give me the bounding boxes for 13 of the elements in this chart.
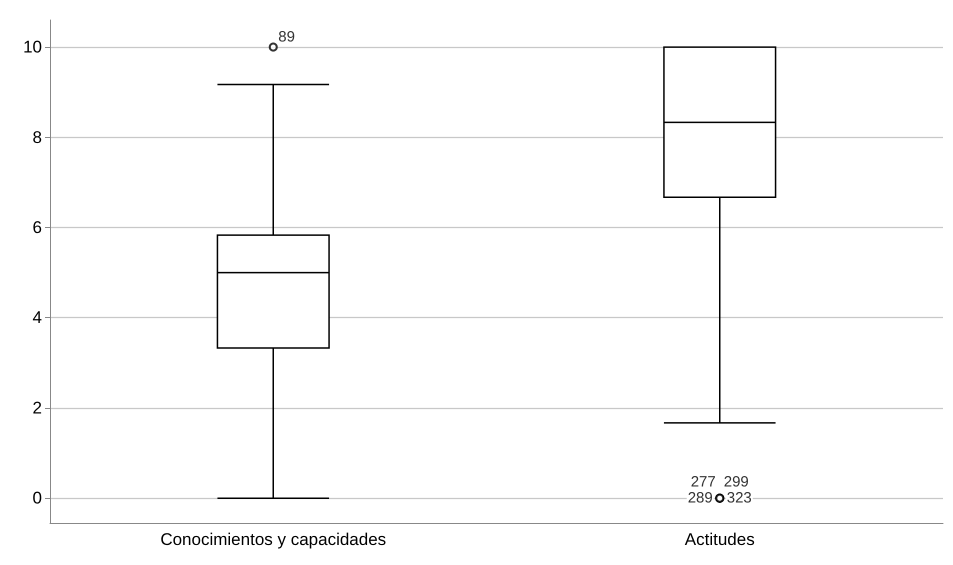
y-tick-label: 2 (32, 398, 42, 418)
annotation: 299 (724, 474, 749, 491)
annotation: 289 (688, 490, 713, 507)
annotation: 323 (726, 490, 752, 507)
y-tick-label: 8 (32, 128, 42, 147)
annotation: 277 (690, 474, 716, 491)
annotation: 89 (278, 28, 295, 46)
y-tick-label: 10 (23, 38, 42, 57)
x-tick-label: Actitudes (684, 530, 755, 549)
x-tick-label: Conocimientos y capacidades (160, 530, 386, 549)
y-tick-label: 4 (32, 308, 42, 328)
y-tick-label: 6 (32, 218, 42, 238)
y-tick-label: 0 (32, 488, 42, 508)
